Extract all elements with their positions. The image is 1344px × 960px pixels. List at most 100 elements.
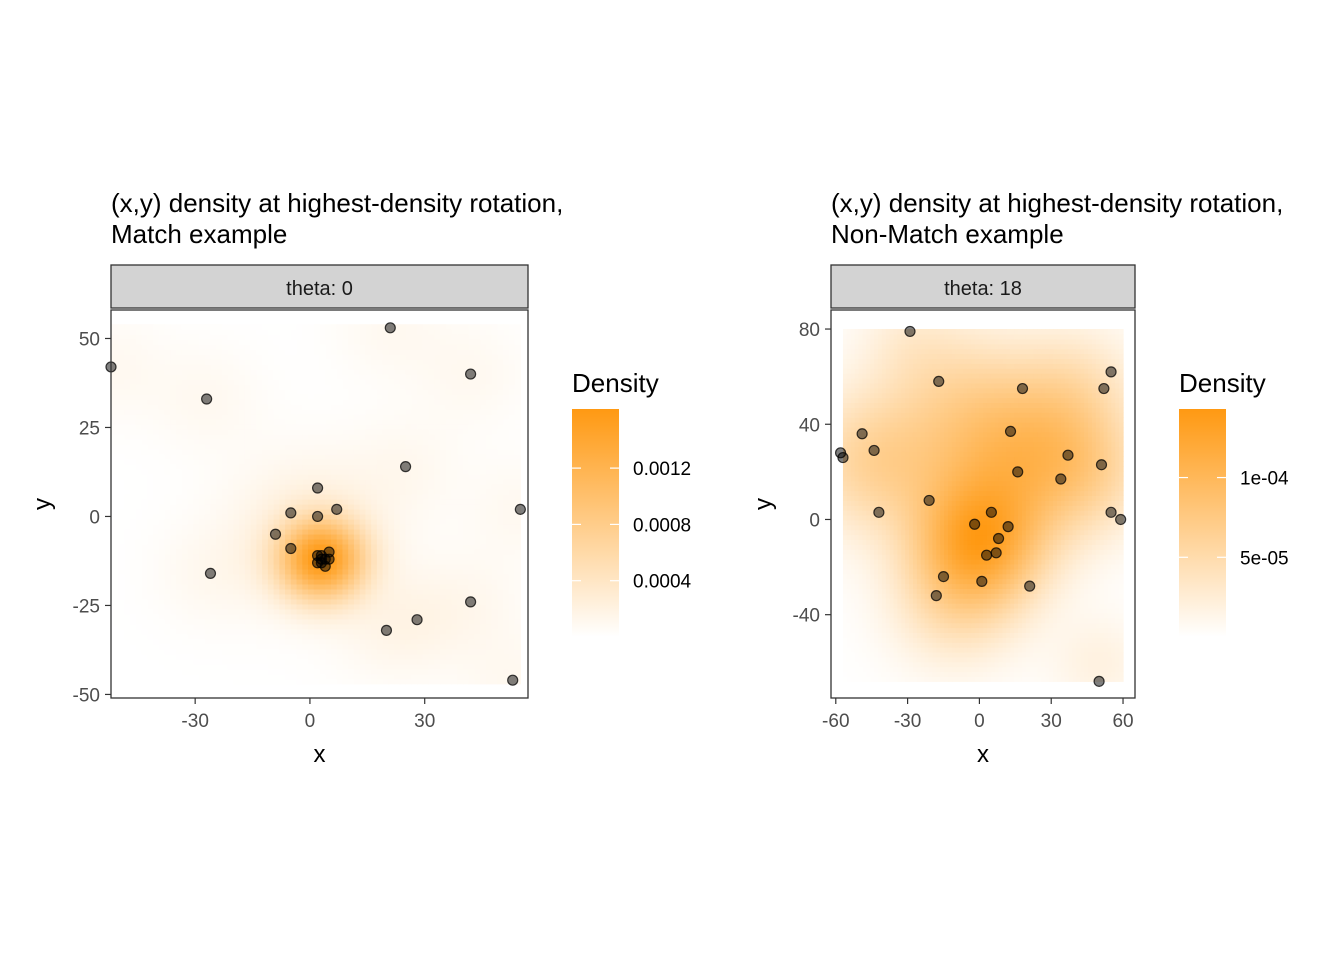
density-cell <box>445 668 453 675</box>
density-cell <box>399 678 407 685</box>
density-cell <box>193 464 200 470</box>
density-cell <box>164 578 171 585</box>
density-cell <box>353 533 361 540</box>
density-cell <box>302 499 309 505</box>
density-cell <box>485 409 493 415</box>
density-cell <box>451 454 458 460</box>
density-cell <box>296 528 303 535</box>
density-cell <box>428 573 435 580</box>
density-cell <box>111 533 114 540</box>
density-cell <box>308 464 315 470</box>
density-cell <box>256 414 263 420</box>
density-cell <box>457 424 464 430</box>
density-cell <box>279 518 286 525</box>
density-cell <box>239 444 246 450</box>
density-cell <box>124 598 131 605</box>
density-cell <box>118 673 125 680</box>
density-cell <box>308 494 315 500</box>
density-cell <box>118 404 125 410</box>
density-cell <box>508 603 516 610</box>
density-cell <box>319 359 326 365</box>
density-cell <box>330 419 338 425</box>
density-cell <box>503 678 510 685</box>
density-cell <box>399 489 407 495</box>
density-cell <box>342 653 349 660</box>
density-cell <box>376 668 384 675</box>
density-cell <box>279 409 286 415</box>
density-cell <box>112 354 120 360</box>
density-cell <box>290 404 298 410</box>
density-cell <box>422 434 430 440</box>
density-cell <box>485 568 493 575</box>
density-cell <box>353 573 361 580</box>
density-cell <box>279 394 286 400</box>
density-cell <box>434 439 441 445</box>
density-cell <box>491 384 498 390</box>
density-cell <box>485 354 493 360</box>
density-cell <box>319 633 326 640</box>
density-cell <box>216 419 223 425</box>
density-cell <box>382 474 389 480</box>
density-cell <box>158 603 166 610</box>
density-cell <box>451 464 458 470</box>
density-cell <box>457 379 464 385</box>
density-cell <box>193 409 200 415</box>
density-cell <box>285 538 292 545</box>
density-cell <box>428 419 435 425</box>
density-cell <box>285 578 292 585</box>
density-cell <box>193 648 200 655</box>
density-cell <box>262 543 269 550</box>
density-cell <box>193 538 200 545</box>
density-cell <box>164 558 171 565</box>
density-cell <box>262 558 269 565</box>
density-cell <box>457 638 464 645</box>
density-cell <box>313 618 321 625</box>
density-cell <box>434 424 441 430</box>
density-cell <box>445 389 453 395</box>
density-cell <box>221 494 229 500</box>
density-cell <box>158 484 166 490</box>
density-cell <box>112 419 120 425</box>
density-cell <box>462 409 470 415</box>
density-cell <box>135 449 143 455</box>
density-cell <box>164 354 171 360</box>
density-cell <box>325 523 332 530</box>
density-cell <box>244 553 252 560</box>
density-cell <box>244 409 252 415</box>
density-cell <box>153 379 160 385</box>
density-cell <box>405 518 412 525</box>
density-cell <box>508 444 516 450</box>
density-cell <box>434 553 441 560</box>
density-cell <box>308 598 315 605</box>
density-cell <box>290 673 298 680</box>
density-cell <box>112 404 120 410</box>
density-cell <box>135 588 143 595</box>
density-cell <box>187 643 194 650</box>
density-cell <box>325 349 332 355</box>
density-cell <box>508 379 516 385</box>
density-cell <box>147 613 154 620</box>
density-cell <box>514 344 521 350</box>
density-cell <box>193 513 200 520</box>
density-cell <box>158 479 166 485</box>
density-cell <box>503 419 510 425</box>
density-cell <box>411 588 418 595</box>
density-cell <box>474 623 481 630</box>
density-cell <box>170 469 177 475</box>
density-cell <box>376 658 384 665</box>
density-cell <box>256 344 263 350</box>
density-cell <box>296 543 303 550</box>
density-cell <box>394 623 401 630</box>
density-cell <box>376 653 384 660</box>
density-cell <box>147 633 154 640</box>
density-cell <box>394 593 401 600</box>
density-cell <box>112 598 120 605</box>
density-cell <box>118 474 125 480</box>
density-cell <box>359 459 367 465</box>
density-cell <box>198 439 206 445</box>
density-cell <box>474 409 481 415</box>
density-cell <box>313 469 321 475</box>
density-cell <box>462 339 470 345</box>
density-cell <box>221 573 229 580</box>
density-cell <box>170 364 177 370</box>
